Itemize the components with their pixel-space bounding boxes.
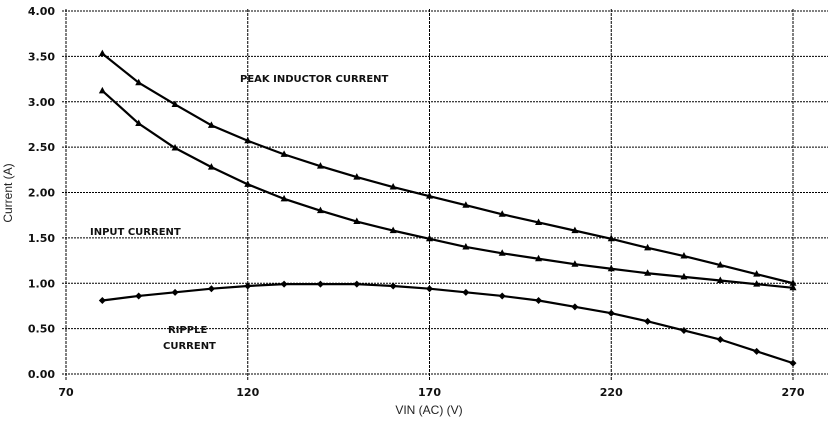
x-tick-label: 70: [58, 386, 74, 399]
data-point: [462, 201, 470, 208]
data-point: [535, 296, 543, 304]
data-point: [353, 217, 361, 225]
data-point: [462, 242, 470, 250]
x-axis-title: VIN (AC) (V): [395, 403, 462, 417]
data-point: [316, 162, 324, 169]
data-point: [462, 288, 470, 296]
series-peak-inductor-current: [98, 49, 797, 286]
data-point: [607, 309, 615, 317]
data-point: [353, 280, 361, 288]
y-tick-label: 4.00: [28, 5, 55, 18]
data-point: [98, 86, 106, 94]
x-tick-label: 170: [418, 386, 441, 399]
data-point: [789, 359, 797, 367]
y-tick-label: 0.00: [28, 368, 55, 381]
data-point: [135, 78, 143, 86]
data-point: [644, 269, 652, 276]
series-lines: [98, 49, 797, 367]
y-tick-label: 2.00: [28, 187, 55, 200]
data-point: [498, 292, 506, 300]
data-point: [716, 276, 724, 284]
data-point: [753, 280, 761, 287]
x-tick-label: 270: [782, 386, 805, 399]
annotations: PEAK INDUCTOR CURRENT INPUT CURRENT RIPPLE…: [90, 74, 389, 352]
data-point: [98, 296, 106, 304]
data-point: [389, 282, 397, 290]
data-point: [135, 119, 143, 127]
y-axis-ticks: 0.00 0.50 1.00 1.50 2.00 2.50 3.00 3.50 4.00: [28, 5, 55, 381]
data-point: [498, 210, 506, 217]
data-point: [680, 252, 688, 259]
data-point: [316, 280, 324, 288]
data-point: [207, 121, 215, 128]
grid: [62, 9, 828, 380]
data-point: [571, 260, 579, 267]
data-point: [280, 150, 288, 157]
data-point: [789, 279, 797, 286]
data-point: [135, 292, 143, 300]
data-point: [280, 280, 288, 288]
data-point: [389, 226, 397, 234]
data-point: [498, 249, 506, 256]
data-point: [644, 243, 652, 251]
data-point: [571, 303, 579, 311]
data-point: [789, 283, 797, 291]
x-tick-label: 120: [236, 386, 259, 399]
data-point: [426, 285, 433, 293]
data-point: [716, 261, 724, 268]
data-point: [607, 264, 615, 272]
series-annotation: PEAK INDUCTOR CURRENT: [240, 74, 389, 85]
x-axis-ticks: 70 120 170 220 270: [58, 386, 804, 399]
data-point: [680, 272, 688, 280]
data-point: [280, 194, 288, 202]
data-point: [244, 180, 252, 187]
data-point: [316, 206, 324, 214]
y-axis-title: Current (A): [1, 163, 15, 222]
y-tick-label: 1.50: [28, 232, 55, 245]
data-point: [244, 136, 252, 144]
data-point: [644, 317, 652, 325]
data-point: [171, 288, 179, 296]
data-point: [753, 270, 761, 277]
data-point: [753, 347, 761, 355]
y-tick-label: 3.00: [28, 96, 55, 109]
data-point: [535, 218, 543, 225]
data-point: [607, 234, 615, 242]
data-point: [244, 282, 252, 290]
data-point: [207, 163, 215, 170]
series-annotation: RIPPLE: [168, 325, 207, 336]
data-point: [535, 254, 543, 262]
data-point: [389, 183, 397, 190]
data-point: [571, 226, 579, 234]
data-point: [680, 326, 688, 334]
x-tick-label: 220: [600, 386, 623, 399]
y-tick-label: 1.00: [28, 277, 55, 290]
data-point: [353, 173, 361, 180]
data-point: [207, 285, 215, 293]
series-annotation: CURRENT: [163, 341, 216, 352]
series-ripple-current: [98, 280, 797, 367]
data-point: [171, 100, 179, 107]
data-point: [426, 192, 433, 199]
data-point: [171, 144, 179, 151]
data-point: [98, 49, 106, 57]
data-point: [426, 234, 433, 242]
series-input-current: [98, 86, 797, 291]
y-tick-label: 0.50: [28, 323, 55, 336]
y-tick-label: 2.50: [28, 141, 55, 154]
y-tick-label: 3.50: [28, 50, 55, 63]
series-annotation: INPUT CURRENT: [90, 227, 181, 238]
data-point: [716, 336, 724, 344]
